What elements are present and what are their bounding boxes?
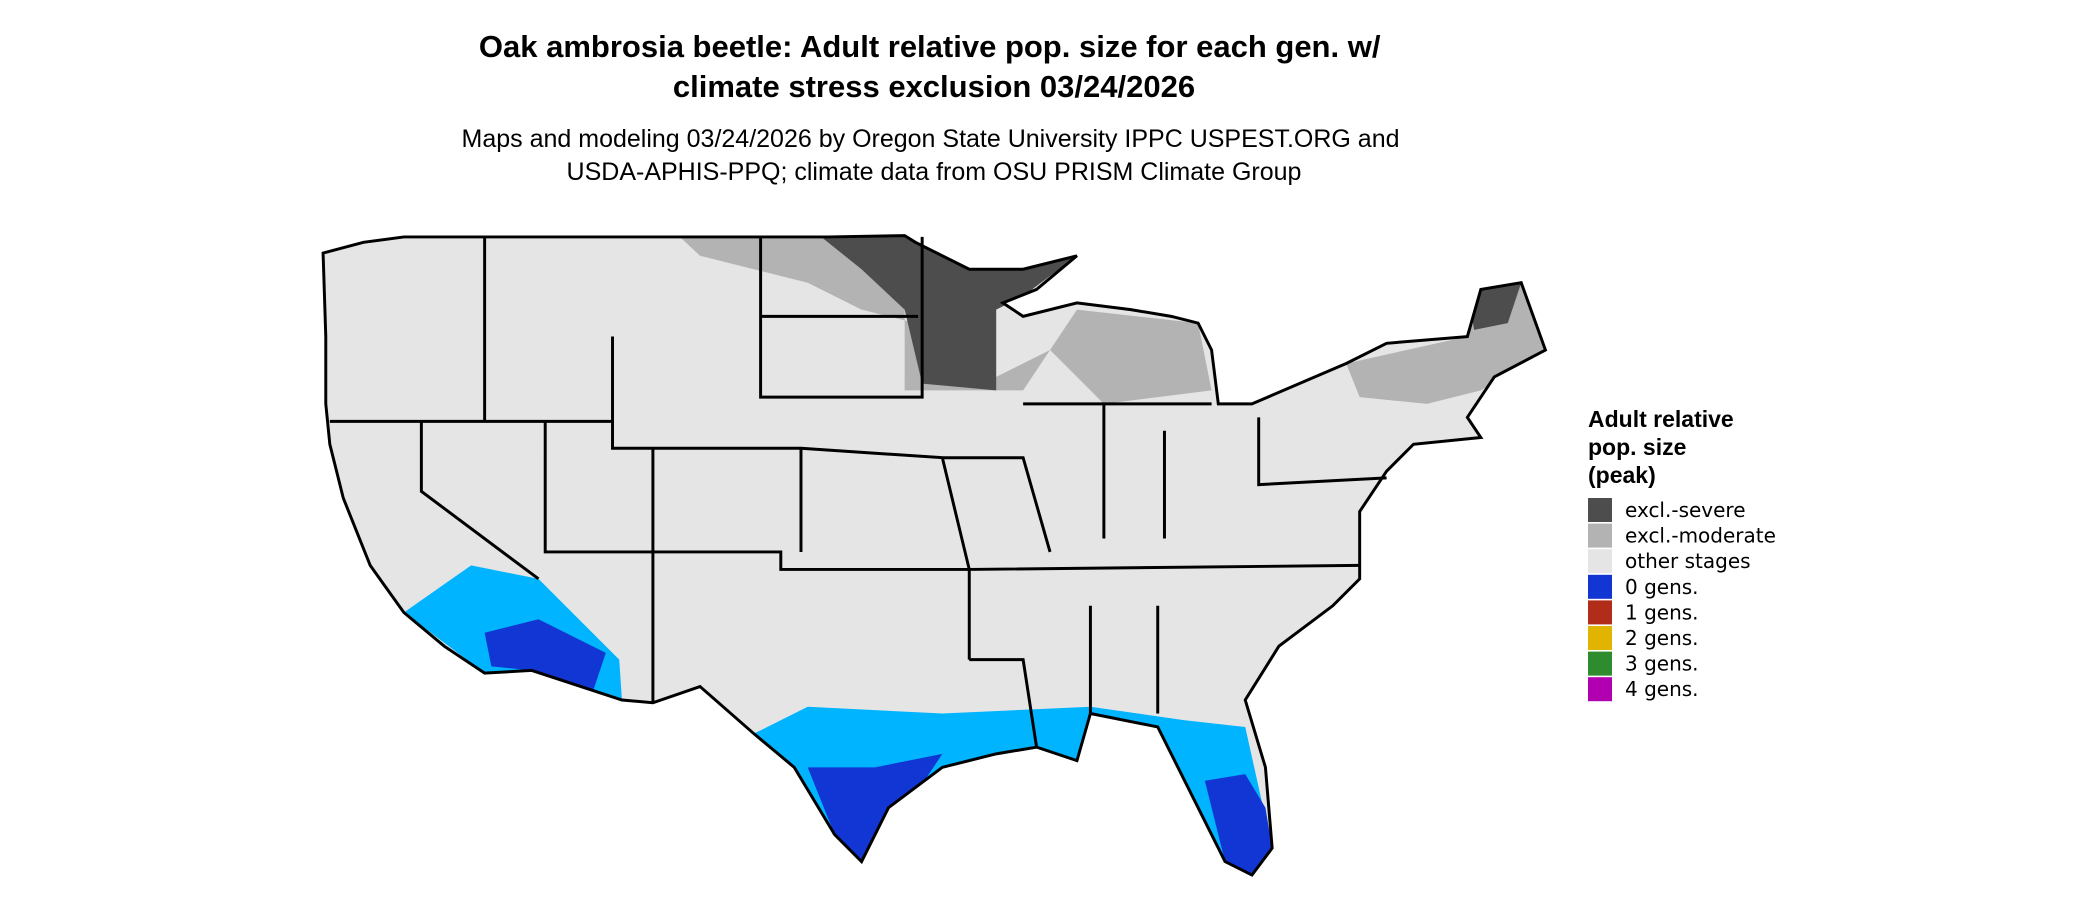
subtitle: Maps and modeling 03/24/2026 by Oregon S… — [462, 125, 1407, 186]
legend-label: excl.-moderate — [1625, 524, 1776, 548]
legend-swatch — [1588, 523, 1612, 548]
legend-label: 4 gens. — [1625, 677, 1699, 701]
legend-title-line: pop. size — [1588, 434, 1686, 460]
legend-label: other stages — [1625, 549, 1751, 573]
title: Oak ambrosia beetle: Adult relative pop.… — [479, 29, 1389, 104]
region — [679, 236, 1212, 404]
title-line: Oak ambrosia beetle: Adult relative pop.… — [479, 29, 1381, 64]
legend-swatch — [1588, 549, 1612, 574]
legend-swatch — [1588, 498, 1612, 522]
legend-title-line: Adult relative — [1588, 406, 1734, 432]
legend-swatch — [1588, 574, 1612, 599]
subtitle-line: USDA-APHIS-PPQ; climate data from OSU PR… — [567, 158, 1302, 186]
legend-label: excl.-severe — [1625, 498, 1746, 522]
legend-swatch — [1588, 677, 1612, 702]
subtitle-line: Maps and modeling 03/24/2026 by Oregon S… — [462, 125, 1400, 153]
legend-title-line: (peak) — [1588, 462, 1656, 488]
legend-label: 1 gens. — [1625, 600, 1699, 624]
us-map — [321, 234, 1548, 877]
legend-swatch — [1588, 600, 1612, 625]
border — [329, 236, 1387, 748]
legend-swatch — [1588, 651, 1612, 676]
region — [484, 619, 606, 694]
legend-label: 2 gens. — [1625, 626, 1699, 650]
state-borders — [321, 234, 1548, 877]
legend-label: 0 gens. — [1625, 575, 1699, 599]
region — [1346, 282, 1546, 404]
region — [821, 236, 1077, 391]
legend-swatch — [1588, 626, 1612, 650]
title-line: climate stress exclusion 03/24/2026 — [673, 69, 1195, 104]
legend: Adult relative pop. size (peak) excl.-se… — [1588, 406, 1776, 702]
region — [753, 706, 1273, 876]
border — [321, 234, 1548, 877]
region — [1204, 774, 1273, 876]
map-fill — [323, 235, 1546, 876]
legend-label: 3 gens. — [1625, 652, 1699, 676]
region — [807, 753, 943, 862]
legend-title: Adult relative pop. size (peak) — [1588, 406, 1740, 488]
